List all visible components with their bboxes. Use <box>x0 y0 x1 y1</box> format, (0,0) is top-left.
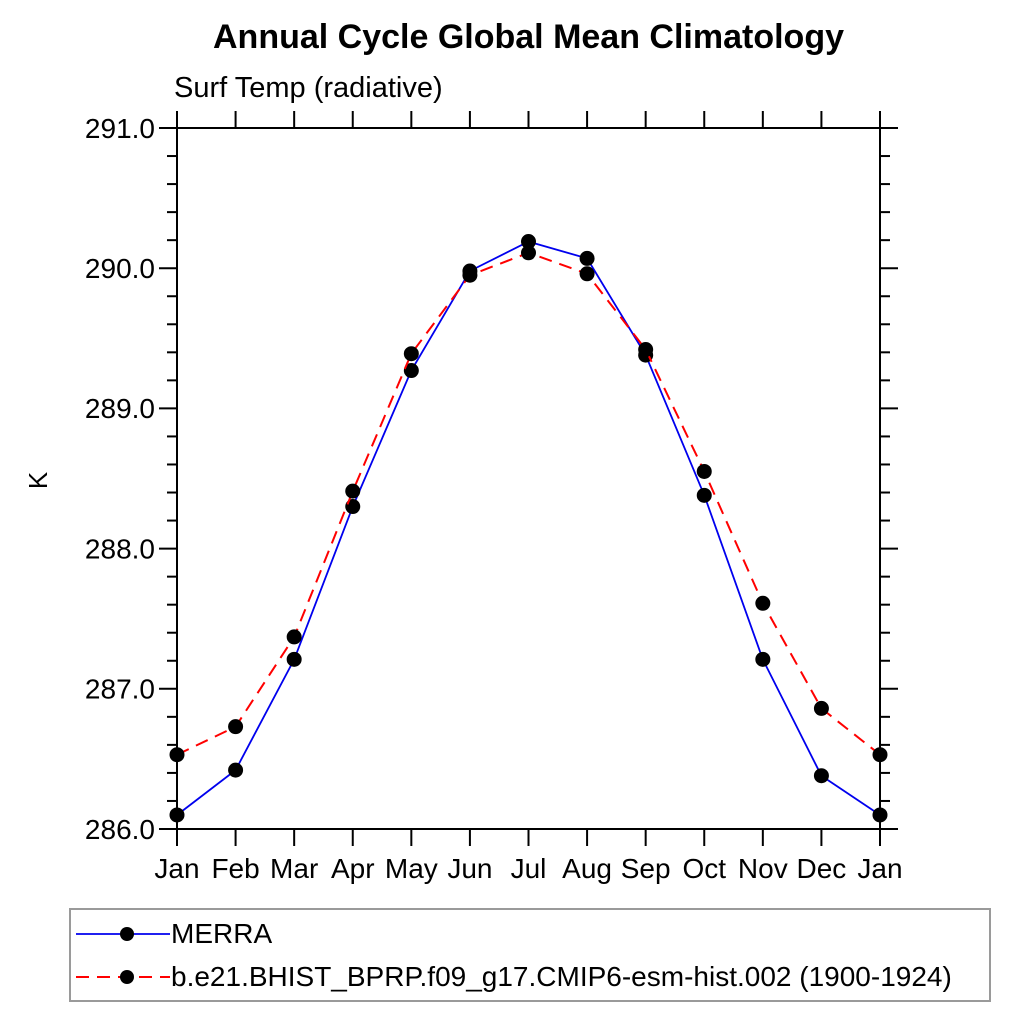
x-tick-label: Oct <box>682 853 726 884</box>
legend-line-sample <box>76 926 170 941</box>
legend-marker <box>120 969 134 984</box>
x-tick-label: May <box>385 853 438 884</box>
x-tick-label: Jan <box>857 853 902 884</box>
data-point-marker <box>169 807 185 823</box>
series-line <box>176 240 881 816</box>
chart-title: Annual Cycle Global Mean Climatology <box>213 18 844 56</box>
series-model <box>169 245 888 763</box>
legend: MERRA b.e21.BHIST_BPRP.f09_g17.CMIP6-esm-… <box>69 908 991 1002</box>
x-tick-label: Sep <box>621 853 671 884</box>
data-point-marker <box>579 250 595 266</box>
data-point-marker <box>696 463 712 479</box>
x-tick-label: Feb <box>211 853 259 884</box>
x-tick-label: Jan <box>154 853 199 884</box>
data-point-marker <box>872 807 888 823</box>
y-tick-label: 287.0 <box>85 674 155 705</box>
y-tick-label: 288.0 <box>85 533 155 564</box>
y-tick-label: 289.0 <box>85 393 155 424</box>
data-point-marker <box>813 768 829 784</box>
x-tick-label: Apr <box>331 853 375 884</box>
x-tick-label: Jul <box>511 853 547 884</box>
data-point-marker <box>228 762 244 778</box>
legend-item-model: b.e21.BHIST_BPRP.f09_g17.CMIP6-esm-hist.… <box>75 957 989 997</box>
chart-subtitle: Surf Temp (radiative) <box>174 72 443 104</box>
x-tick-label: Jun <box>447 853 492 884</box>
data-point-marker <box>286 629 302 645</box>
data-point-marker <box>228 719 244 735</box>
data-point-marker <box>755 595 771 611</box>
data-point-marker <box>286 651 302 667</box>
data-point-marker <box>813 700 829 716</box>
y-axis: 286.0 287.0 288.0 289.0 290.0 291.0 <box>85 113 898 845</box>
data-point-marker <box>696 487 712 503</box>
plot-frame <box>176 127 881 830</box>
y-tick-label: 290.0 <box>85 253 155 284</box>
legend-line-sample <box>76 969 170 984</box>
legend-label: b.e21.BHIST_BPRP.f09_g17.CMIP6-esm-hist.… <box>171 960 952 992</box>
x-axis: Jan Feb Mar Apr May Jun Jul Aug Sep Oct Nov Dec Jan <box>154 111 903 884</box>
x-tick-label: Nov <box>738 853 788 884</box>
data-point-marker <box>403 346 419 362</box>
legend-marker <box>120 926 134 941</box>
data-point-marker <box>872 747 888 763</box>
series-line <box>176 251 881 756</box>
x-tick-label: Mar <box>270 853 318 884</box>
x-tick-label: Aug <box>562 853 612 884</box>
data-point-marker <box>521 234 536 250</box>
data-point-marker <box>755 651 771 667</box>
legend-item-merra: MERRA <box>75 914 989 954</box>
y-tick-label: 286.0 <box>85 814 155 845</box>
data-point-marker <box>169 747 185 763</box>
series-merra <box>169 234 888 823</box>
data-point-marker <box>345 499 361 515</box>
data-point-marker <box>345 483 361 499</box>
y-tick-label: 291.0 <box>85 113 155 144</box>
data-point-marker <box>403 363 419 379</box>
data-point-marker <box>579 266 595 282</box>
legend-label: MERRA <box>171 917 273 949</box>
data-point-marker <box>462 267 478 283</box>
data-point-marker <box>521 245 536 261</box>
data-point-marker <box>638 342 654 358</box>
x-tick-label: Dec <box>797 853 847 884</box>
